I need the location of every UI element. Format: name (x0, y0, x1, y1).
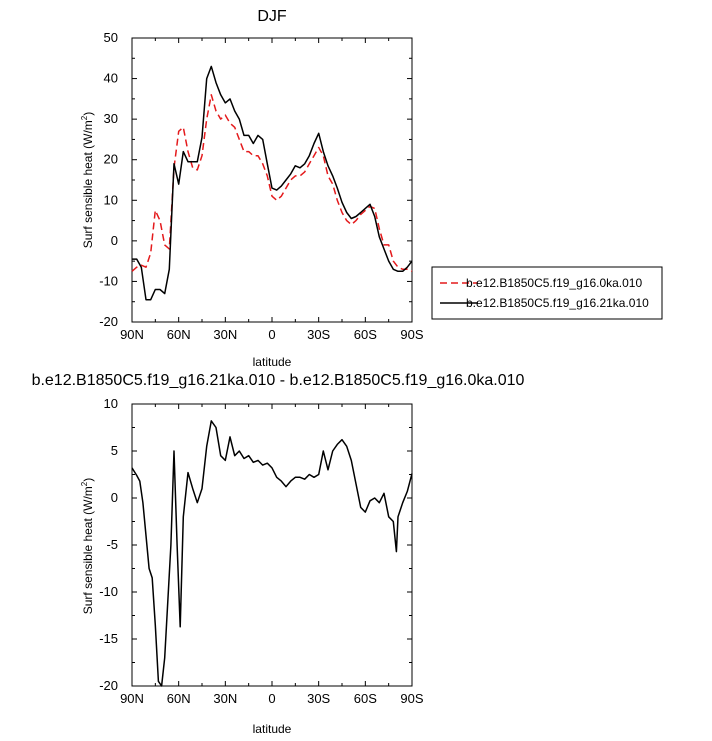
y-tick-label: 10 (104, 192, 118, 207)
x-tick-label: 90N (120, 691, 144, 706)
legend-label-series-1: b.e12.B1850C5.f19_g16.21ka.010 (466, 296, 649, 310)
x-tick-label: 30N (213, 327, 237, 342)
plot-area: 90N 60N 30N 0 30S 60S 90S -20 -10 0 10 20 30 40 50 (99, 30, 424, 342)
y-tick-label: -20 (99, 678, 118, 693)
y-tick-label: 40 (104, 71, 118, 86)
x-tick-label: 60S (354, 691, 377, 706)
y-tick-label: 20 (104, 152, 118, 167)
y-tick-label: 0 (111, 490, 118, 505)
x-tick-label: 0 (268, 691, 275, 706)
y-tick-label: 0 (111, 233, 118, 248)
y-tick-label: -20 (99, 314, 118, 329)
legend: b.e12.B1850C5.f19_g16.0ka.010 b.e12.B185… (431, 266, 663, 320)
y-tick-label: -15 (99, 631, 118, 646)
x-axis-label: latitude (253, 355, 292, 369)
x-tick-label: 90S (400, 691, 423, 706)
y-axis-label: Surf sensible heat (W/m2) (80, 112, 95, 249)
x-tick-label: 30S (307, 327, 330, 342)
y-tick-label: -10 (99, 584, 118, 599)
y-tick-label: 5 (111, 443, 118, 458)
x-tick-label: 60N (167, 691, 191, 706)
x-tick-label: 30S (307, 691, 330, 706)
x-tick-label: 0 (268, 327, 275, 342)
legend-box (431, 266, 663, 320)
y-tick-label: 10 (104, 396, 118, 411)
x-tick-label: 60S (354, 327, 377, 342)
y-tick-label: -5 (106, 537, 118, 552)
x-tick-label: 90N (120, 327, 144, 342)
plot-area: 90N 60N 30N 0 30S 60S 90S -20 -15 -10 -5 0 5 10 (99, 396, 424, 706)
y-tick-label: -10 (99, 273, 118, 288)
series-line-0 (131, 94, 413, 272)
y-tick-label: 50 (104, 30, 118, 45)
x-axis-label: latitude (253, 722, 292, 736)
y-axis-label: Surf sensible heat (W/m2) (80, 478, 95, 615)
x-tick-label: 60N (167, 327, 191, 342)
legend-label-series-0: b.e12.B1850C5.f19_g16.0ka.010 (466, 276, 642, 290)
y-tick-label: 30 (104, 111, 118, 126)
series-line-1 (132, 65, 413, 301)
series-line-0 (131, 420, 413, 687)
chart-title: DJF (257, 8, 287, 25)
panel-top: DJF 90N 60N 30N 0 30S 60S 90S -20 -10 0 10 20 30 40 50… (80, 8, 663, 369)
x-tick-label: 90S (400, 327, 423, 342)
x-tick-label: 30N (213, 691, 237, 706)
chart-title: b.e12.B1850C5.f19_g16.21ka.010 - b.e12.B… (32, 372, 525, 389)
plot-frame (131, 403, 413, 687)
panel-bottom: b.e12.B1850C5.f19_g16.21ka.010 - b.e12.B… (32, 372, 525, 736)
